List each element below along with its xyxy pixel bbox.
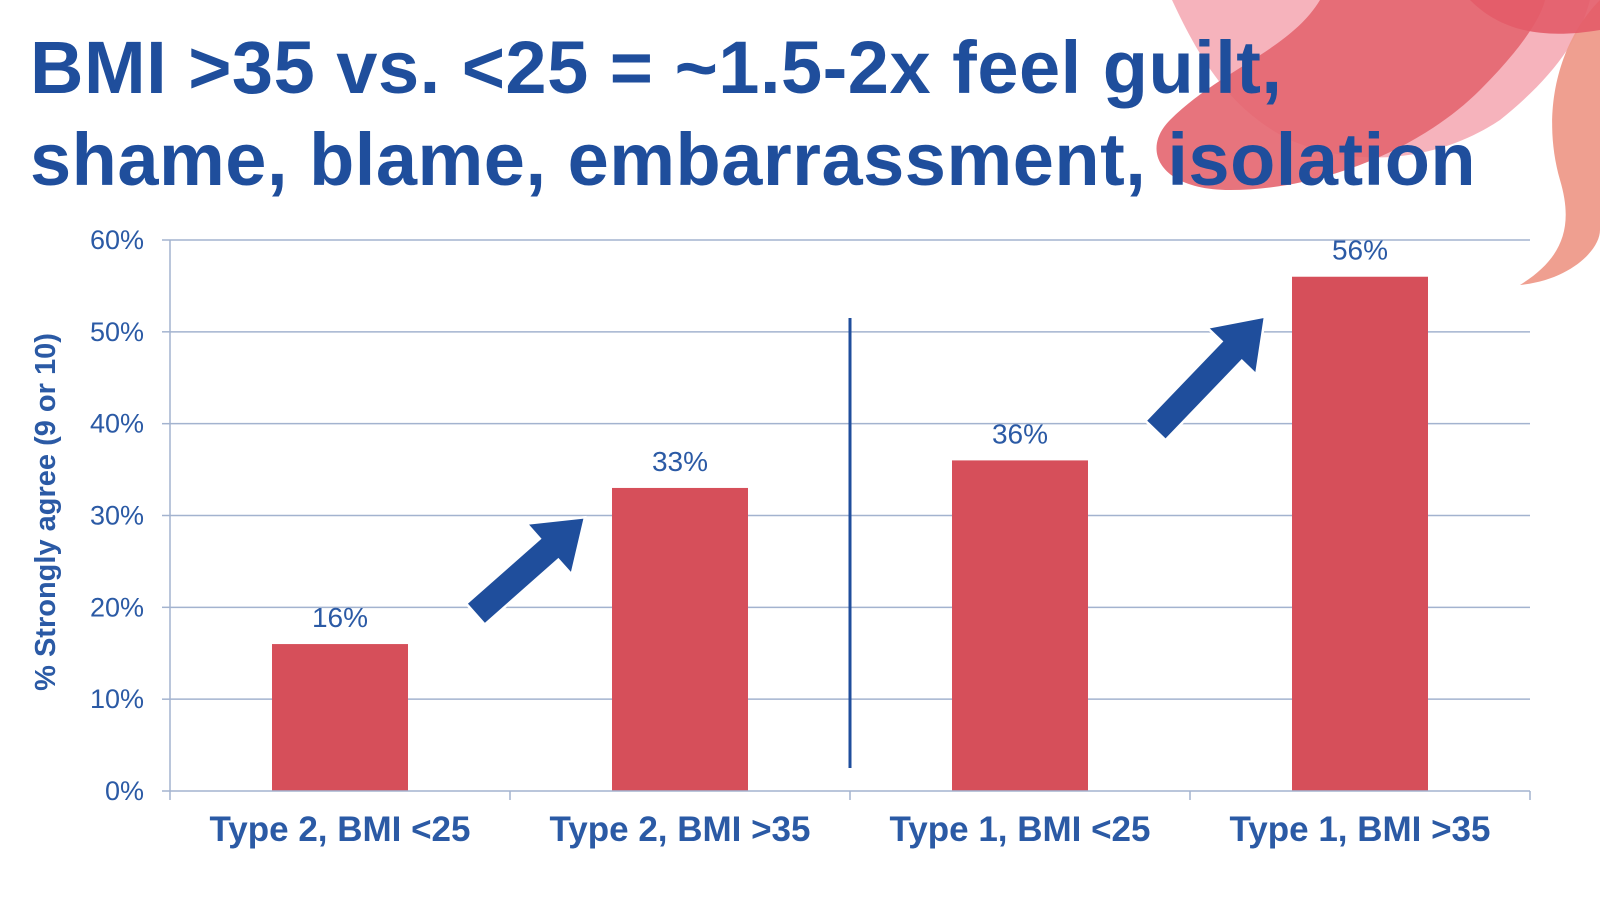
- decor-petal-light: [1520, 0, 1600, 285]
- data-label: 33%: [652, 446, 708, 477]
- y-axis-ticks: 0% 10% 20% 30% 40% 50% 60%: [90, 225, 171, 806]
- y-tick-label: 40%: [90, 409, 144, 439]
- x-tick-label: Type 2, BMI >35: [550, 810, 811, 849]
- x-tick-label: Type 1, BMI >35: [1230, 810, 1491, 849]
- decor-petal-coral: [1156, 0, 1545, 190]
- x-tick-label: Type 1, BMI <25: [890, 810, 1151, 849]
- bar: [272, 644, 408, 791]
- data-label: 36%: [992, 418, 1048, 449]
- x-axis: Type 2, BMI <25 Type 2, BMI >35 Type 1, BM…: [169, 790, 1531, 849]
- bars: [272, 276, 1428, 791]
- y-tick-label: 60%: [90, 225, 144, 255]
- decor-petal-top: [1470, 0, 1600, 34]
- y-tick-label: 20%: [90, 592, 144, 622]
- data-labels: 16% 33% 36% 56%: [312, 235, 1388, 633]
- annotations: [464, 314, 1267, 769]
- x-tick-label: Type 2, BMI <25: [210, 810, 471, 849]
- y-tick-label: 30%: [90, 501, 144, 531]
- y-axis-label: % Strongly agree (9 or 10): [30, 333, 62, 691]
- bar: [1292, 276, 1428, 791]
- y-tick-label: 50%: [90, 317, 144, 347]
- title-line-1: BMI >35 vs. <25 = ~1.5-2x feel guilt,: [30, 26, 1283, 109]
- data-label: 16%: [312, 602, 368, 633]
- bar: [612, 487, 748, 791]
- title-line-2: shame, blame, embarrassment, isolation: [30, 118, 1477, 201]
- y-tick-label: 10%: [90, 684, 144, 714]
- bar: [952, 460, 1088, 791]
- y-tick-label: 0%: [105, 776, 144, 806]
- trend-arrow: [464, 515, 587, 627]
- slide-title: BMI >35 vs. <25 = ~1.5-2x feel guilt, sh…: [30, 22, 1580, 206]
- data-label: 56%: [1332, 235, 1388, 266]
- trend-arrow: [1143, 314, 1267, 442]
